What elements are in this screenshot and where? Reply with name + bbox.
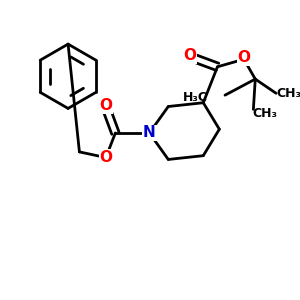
Text: O: O: [237, 50, 250, 65]
Text: H₃C: H₃C: [183, 91, 208, 103]
Text: O: O: [99, 150, 112, 165]
Text: CH₃: CH₃: [277, 87, 300, 100]
Text: O: O: [99, 98, 112, 113]
Text: O: O: [184, 48, 196, 63]
Text: N: N: [143, 125, 156, 140]
Text: CH₃: CH₃: [252, 106, 277, 120]
